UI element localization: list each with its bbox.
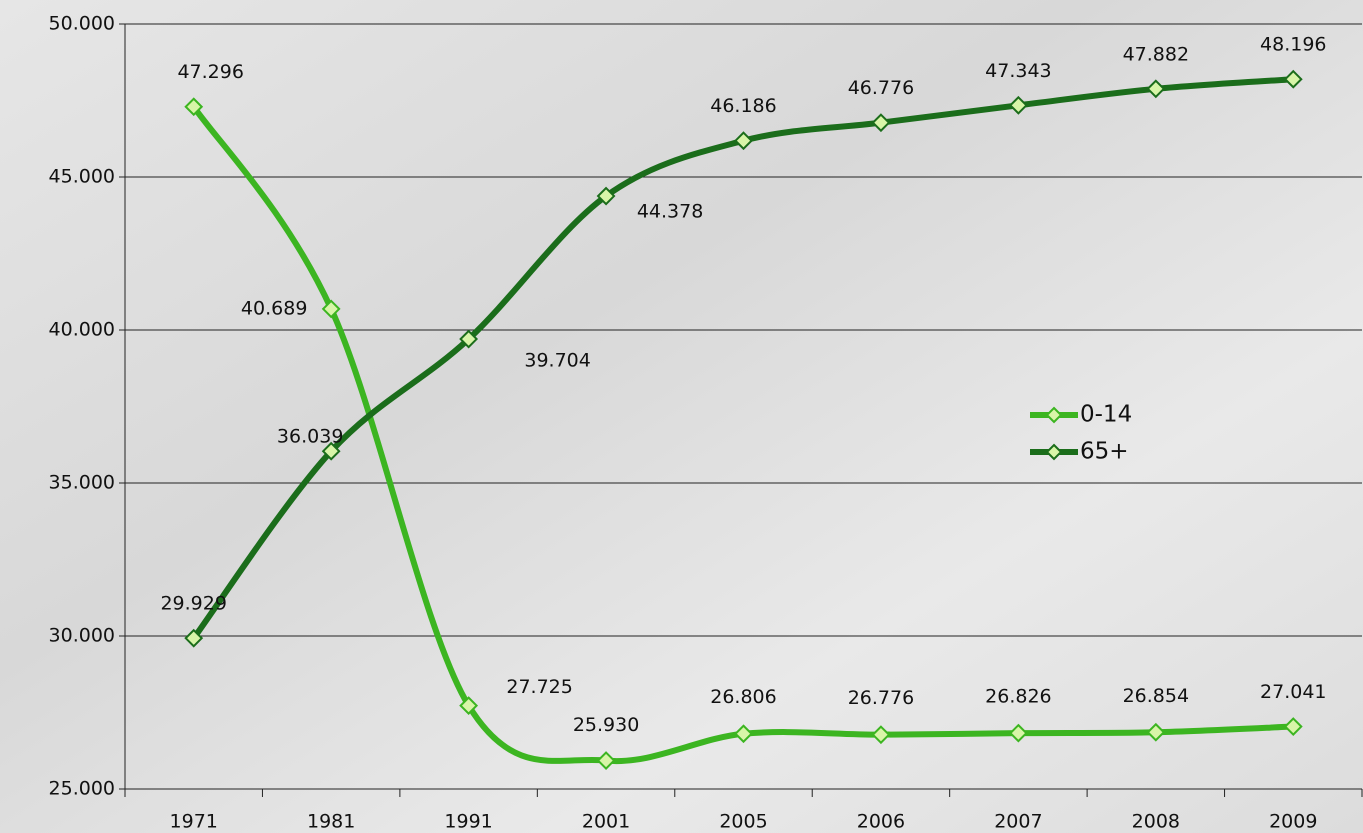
point-marker	[1008, 723, 1028, 743]
legend-label: 65+	[1080, 439, 1129, 465]
y-tick-label: 50.000	[49, 13, 115, 35]
point-marker	[1283, 69, 1303, 89]
data-label: 27.041	[1260, 681, 1326, 703]
data-label: 47.296	[177, 61, 243, 83]
data-label: 26.826	[985, 686, 1051, 708]
data-label: 48.196	[1260, 34, 1326, 56]
x-tick-label: 2001	[582, 811, 630, 833]
x-tick-label: 2007	[994, 811, 1042, 833]
data-label: 29.929	[160, 593, 226, 615]
point-marker	[459, 696, 479, 716]
x-tick-label: 1991	[444, 811, 492, 833]
data-label: 46.776	[848, 77, 914, 99]
point-marker	[1283, 717, 1303, 736]
point-marker	[596, 186, 616, 206]
data-label: 27.725	[506, 676, 572, 698]
point-marker	[184, 628, 204, 648]
data-label: 40.689	[241, 297, 307, 319]
point-marker	[1008, 95, 1028, 115]
point-marker	[321, 441, 341, 461]
y-tick-label: 40.000	[49, 319, 115, 341]
data-label: 25.930	[573, 714, 639, 736]
data-label: 36.039	[277, 426, 343, 448]
point-marker	[734, 724, 753, 744]
data-label: 47.343	[985, 60, 1051, 82]
x-tick-label: 2008	[1132, 811, 1180, 833]
y-tick-label: 30.000	[49, 625, 115, 647]
point-marker	[734, 131, 753, 151]
point-marker	[1146, 722, 1166, 742]
point-marker	[184, 97, 204, 117]
y-tick-label: 35.000	[49, 472, 115, 494]
x-tick-label: 2006	[857, 811, 905, 833]
legend-marker	[1045, 443, 1063, 461]
data-label: 26.806	[710, 686, 776, 708]
x-tick-label: 2009	[1269, 811, 1317, 833]
data-label: 47.882	[1123, 43, 1189, 65]
x-tick-label: 1971	[170, 811, 218, 833]
point-marker	[596, 751, 616, 770]
point-marker	[321, 299, 341, 319]
data-label: 39.704	[524, 350, 590, 372]
y-tick-label: 25.000	[49, 778, 115, 800]
point-marker	[459, 329, 479, 349]
legend-label: 0-14	[1080, 402, 1132, 428]
series-line	[191, 105, 1294, 765]
series-line	[191, 76, 1294, 640]
x-tick-label: 1981	[307, 811, 355, 833]
legend-marker	[1045, 406, 1063, 424]
data-label: 26.854	[1123, 685, 1189, 707]
y-tick-label: 45.000	[49, 166, 115, 188]
point-marker	[871, 113, 891, 133]
x-tick-label: 2005	[719, 811, 767, 833]
data-label: 26.776	[848, 687, 914, 709]
data-label: 46.186	[710, 95, 776, 117]
point-marker	[871, 725, 891, 745]
data-label: 44.378	[637, 201, 703, 223]
point-marker	[1146, 79, 1166, 99]
